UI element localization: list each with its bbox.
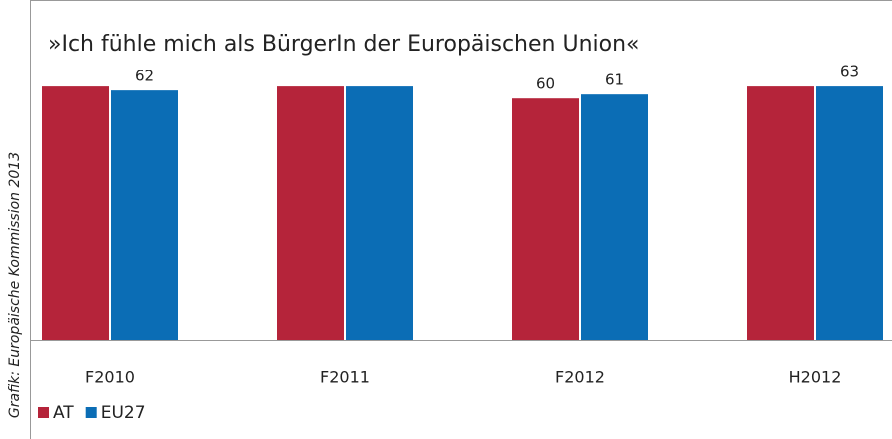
- legend-label: AT: [53, 403, 74, 423]
- data-label: 60: [536, 75, 555, 93]
- legend-label: EU27: [101, 403, 146, 423]
- x-tick-label: F2012: [555, 368, 605, 387]
- bar: [346, 86, 413, 340]
- legend-swatch: [85, 407, 97, 418]
- x-tick-label: F2010: [85, 368, 135, 387]
- bar: [747, 86, 814, 340]
- chart-title: »Ich fühle mich als BürgerIn der Europäi…: [48, 32, 640, 57]
- bar: [277, 86, 344, 340]
- title-background: [40, 24, 700, 70]
- x-tick-label: H2012: [789, 368, 842, 387]
- source: Grafik: Europäische Kommission 2013: [7, 152, 23, 418]
- data-label: 62: [135, 67, 154, 85]
- data-label: 63: [840, 63, 859, 81]
- data-label: 61: [605, 71, 624, 89]
- bar: [816, 86, 883, 340]
- bar: [512, 98, 579, 340]
- bar: [42, 86, 109, 340]
- x-tick-label: F2011: [320, 368, 370, 387]
- legend-swatch: [38, 407, 49, 418]
- bar: [581, 94, 648, 340]
- bar: [111, 90, 178, 340]
